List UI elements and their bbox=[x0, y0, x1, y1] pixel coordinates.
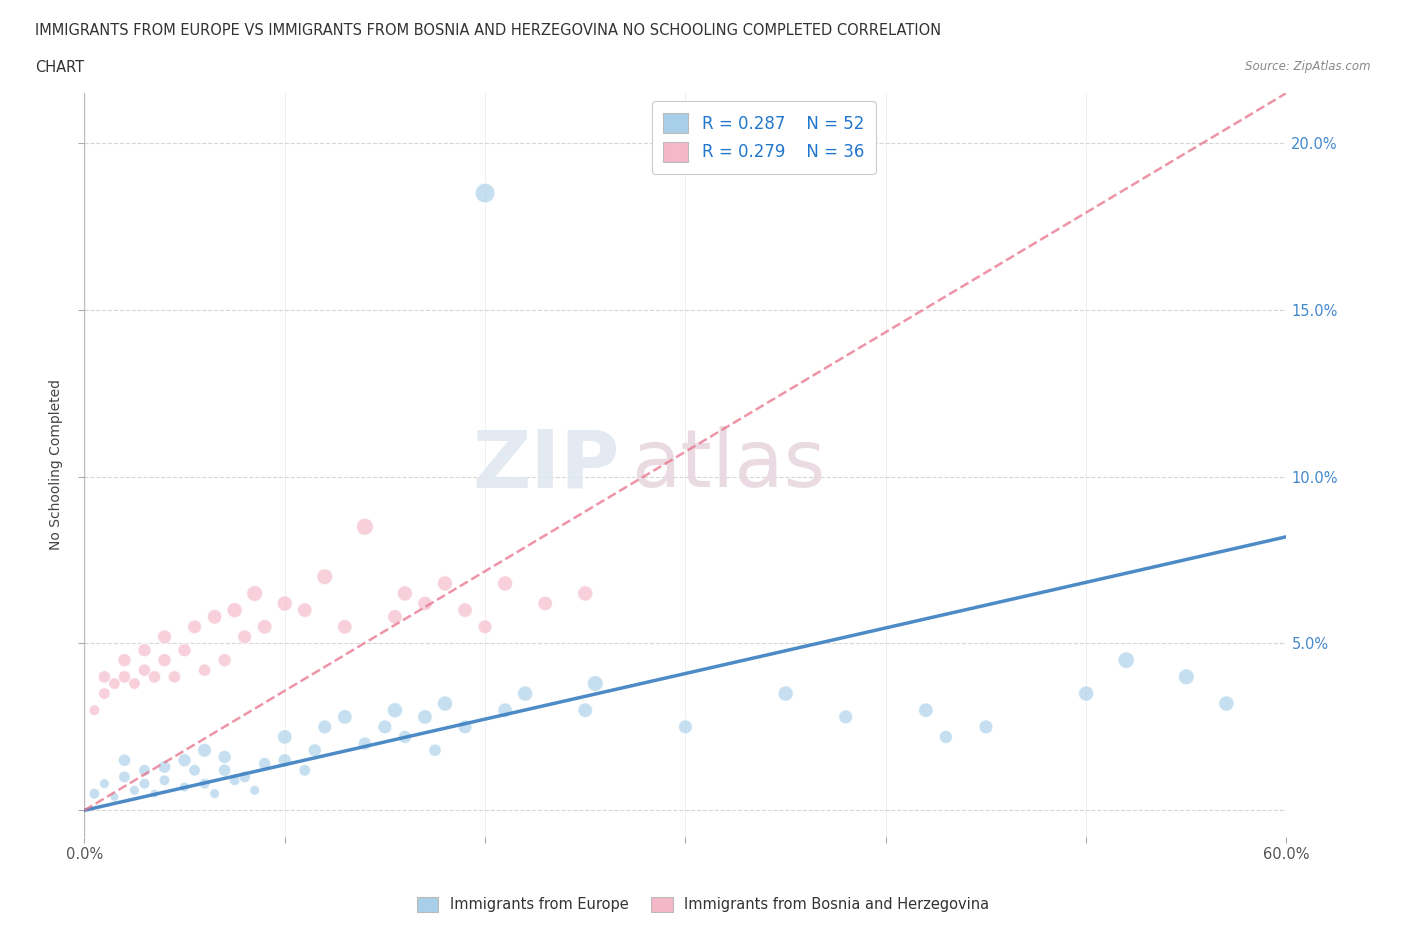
Point bbox=[194, 777, 217, 791]
Point bbox=[194, 663, 217, 678]
Point bbox=[134, 663, 156, 678]
Point bbox=[153, 653, 176, 668]
Point bbox=[434, 697, 457, 711]
Point bbox=[134, 643, 156, 658]
Point bbox=[394, 586, 416, 601]
Point bbox=[114, 752, 135, 767]
Point bbox=[274, 752, 297, 767]
Point bbox=[253, 619, 276, 634]
Point bbox=[233, 769, 256, 784]
Point bbox=[333, 710, 356, 724]
Point bbox=[354, 519, 377, 534]
Point bbox=[204, 786, 226, 801]
Point bbox=[173, 752, 195, 767]
Point bbox=[134, 763, 156, 777]
Point bbox=[183, 763, 205, 777]
Point bbox=[163, 670, 186, 684]
Point bbox=[93, 777, 115, 791]
Point bbox=[253, 756, 276, 771]
Point bbox=[384, 609, 406, 624]
Point bbox=[434, 576, 457, 591]
Point bbox=[274, 729, 297, 744]
Point bbox=[183, 619, 205, 634]
Point bbox=[204, 609, 226, 624]
Point bbox=[243, 783, 266, 798]
Point bbox=[775, 686, 797, 701]
Point bbox=[413, 596, 436, 611]
Point bbox=[374, 720, 396, 735]
Point bbox=[494, 703, 516, 718]
Point bbox=[214, 763, 236, 777]
Point bbox=[143, 670, 166, 684]
Point bbox=[1115, 653, 1137, 668]
Point bbox=[294, 763, 316, 777]
Point bbox=[574, 586, 596, 601]
Point bbox=[83, 703, 105, 718]
Point bbox=[474, 619, 496, 634]
Point bbox=[423, 743, 446, 758]
Point bbox=[515, 686, 537, 701]
Point bbox=[143, 786, 166, 801]
Point bbox=[124, 783, 146, 798]
Point bbox=[314, 720, 336, 735]
Point bbox=[124, 676, 146, 691]
Point bbox=[1175, 670, 1198, 684]
Point bbox=[935, 729, 957, 744]
Point bbox=[153, 630, 176, 644]
Point bbox=[1215, 697, 1237, 711]
Point bbox=[173, 779, 195, 794]
Point bbox=[294, 603, 316, 618]
Point bbox=[915, 703, 938, 718]
Point bbox=[384, 703, 406, 718]
Point bbox=[454, 720, 477, 735]
Text: IMMIGRANTS FROM EUROPE VS IMMIGRANTS FROM BOSNIA AND HERZEGOVINA NO SCHOOLING CO: IMMIGRANTS FROM EUROPE VS IMMIGRANTS FRO… bbox=[35, 23, 941, 38]
Legend: Immigrants from Europe, Immigrants from Bosnia and Herzegovina: Immigrants from Europe, Immigrants from … bbox=[411, 891, 995, 918]
Point bbox=[474, 186, 496, 201]
Point bbox=[1076, 686, 1098, 701]
Point bbox=[333, 619, 356, 634]
Text: CHART: CHART bbox=[35, 60, 84, 75]
Point bbox=[194, 743, 217, 758]
Point bbox=[534, 596, 557, 611]
Point bbox=[173, 643, 195, 658]
Point bbox=[304, 743, 326, 758]
Point bbox=[114, 670, 135, 684]
Point bbox=[214, 653, 236, 668]
Point bbox=[114, 769, 135, 784]
Legend: R = 0.287    N = 52, R = 0.279    N = 36: R = 0.287 N = 52, R = 0.279 N = 36 bbox=[651, 101, 876, 174]
Point bbox=[103, 676, 125, 691]
Point bbox=[413, 710, 436, 724]
Point bbox=[675, 720, 697, 735]
Point bbox=[83, 786, 105, 801]
Y-axis label: No Schooling Completed: No Schooling Completed bbox=[49, 379, 63, 551]
Point bbox=[103, 790, 125, 804]
Point bbox=[233, 630, 256, 644]
Point bbox=[354, 737, 377, 751]
Point bbox=[93, 686, 115, 701]
Point bbox=[494, 576, 516, 591]
Point bbox=[454, 603, 477, 618]
Point bbox=[153, 773, 176, 788]
Text: ZIP: ZIP bbox=[472, 426, 619, 504]
Text: Source: ZipAtlas.com: Source: ZipAtlas.com bbox=[1246, 60, 1371, 73]
Point bbox=[153, 760, 176, 775]
Point bbox=[574, 703, 596, 718]
Point bbox=[134, 777, 156, 791]
Point bbox=[314, 569, 336, 584]
Point bbox=[274, 596, 297, 611]
Text: atlas: atlas bbox=[631, 426, 825, 504]
Point bbox=[243, 586, 266, 601]
Point bbox=[224, 603, 246, 618]
Point bbox=[114, 653, 135, 668]
Point bbox=[835, 710, 858, 724]
Point bbox=[93, 670, 115, 684]
Point bbox=[224, 773, 246, 788]
Point bbox=[583, 676, 606, 691]
Point bbox=[394, 729, 416, 744]
Point bbox=[974, 720, 997, 735]
Point bbox=[214, 750, 236, 764]
